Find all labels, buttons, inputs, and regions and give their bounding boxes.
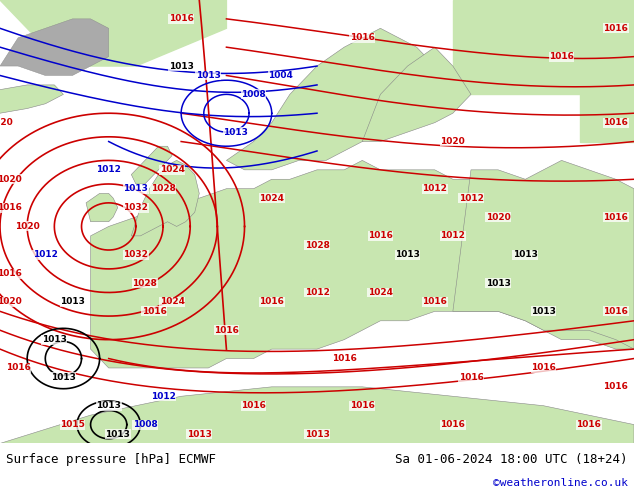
Polygon shape [0, 0, 226, 66]
Text: 1013: 1013 [105, 430, 130, 439]
Text: 1013: 1013 [60, 297, 85, 306]
Text: 1013: 1013 [486, 278, 510, 288]
Text: 1013: 1013 [223, 127, 248, 137]
Polygon shape [86, 194, 118, 222]
Text: 1016: 1016 [604, 307, 628, 316]
Text: 1012: 1012 [151, 392, 176, 401]
Polygon shape [453, 0, 634, 95]
Text: 1020: 1020 [0, 297, 22, 306]
Text: 1013: 1013 [96, 401, 121, 410]
Polygon shape [131, 146, 172, 184]
Polygon shape [0, 19, 108, 75]
Text: 1013: 1013 [51, 373, 76, 382]
Polygon shape [362, 47, 471, 142]
Text: 1016: 1016 [214, 326, 239, 335]
Text: 1028: 1028 [151, 184, 176, 193]
Text: 1016: 1016 [604, 382, 628, 392]
Text: 1016: 1016 [604, 213, 628, 221]
Text: 1012: 1012 [458, 194, 483, 203]
Polygon shape [579, 0, 634, 142]
Text: 1028: 1028 [304, 241, 330, 250]
Text: 1012: 1012 [441, 231, 465, 241]
Text: 1016: 1016 [422, 297, 447, 306]
Text: 1028: 1028 [133, 278, 157, 288]
Text: 1020: 1020 [486, 213, 510, 221]
Text: 1012: 1012 [33, 250, 58, 259]
Text: 1020: 1020 [441, 137, 465, 146]
Text: 1016: 1016 [141, 307, 166, 316]
Text: 1016: 1016 [576, 420, 601, 429]
Text: 1012: 1012 [422, 184, 447, 193]
Text: 1016: 1016 [241, 401, 266, 410]
Text: 1015: 1015 [60, 420, 85, 429]
Text: 1020: 1020 [15, 222, 39, 231]
Text: 1013: 1013 [513, 250, 538, 259]
Text: 1016: 1016 [259, 297, 284, 306]
Text: 1020: 1020 [0, 118, 13, 127]
Text: 1016: 1016 [0, 203, 22, 212]
Text: ©weatheronline.co.uk: ©weatheronline.co.uk [493, 478, 628, 488]
Polygon shape [0, 85, 63, 113]
Text: 1016: 1016 [604, 24, 628, 33]
Text: 1013: 1013 [196, 71, 221, 80]
Text: 1013: 1013 [187, 430, 212, 439]
Polygon shape [131, 160, 199, 236]
Text: 1013: 1013 [304, 430, 330, 439]
Text: 1013: 1013 [124, 184, 148, 193]
Text: 1024: 1024 [259, 194, 284, 203]
Text: 1016: 1016 [549, 52, 574, 61]
Text: 1008: 1008 [241, 90, 266, 99]
Text: 1016: 1016 [6, 364, 30, 372]
Text: 1016: 1016 [0, 269, 22, 278]
Polygon shape [0, 387, 634, 443]
Text: 1013: 1013 [531, 307, 556, 316]
Text: 1013: 1013 [169, 62, 193, 71]
Text: 1024: 1024 [160, 297, 184, 306]
Text: 1004: 1004 [268, 71, 293, 80]
Text: 1016: 1016 [604, 118, 628, 127]
Text: 1024: 1024 [160, 165, 184, 174]
Text: 1024: 1024 [368, 288, 393, 297]
Text: 1013: 1013 [395, 250, 420, 259]
Text: Surface pressure [hPa] ECMWF: Surface pressure [hPa] ECMWF [6, 453, 216, 466]
Text: 1016: 1016 [458, 373, 483, 382]
Polygon shape [453, 160, 634, 349]
Text: 1032: 1032 [124, 203, 148, 212]
Polygon shape [226, 28, 453, 170]
Text: 1016: 1016 [332, 354, 356, 363]
Text: 1012: 1012 [96, 165, 121, 174]
Text: 1013: 1013 [42, 335, 67, 344]
Text: 1016: 1016 [169, 14, 193, 24]
Text: 1016: 1016 [531, 364, 556, 372]
Text: 1032: 1032 [124, 250, 148, 259]
Text: Sa 01-06-2024 18:00 UTC (18+24): Sa 01-06-2024 18:00 UTC (18+24) [395, 453, 628, 466]
Text: 1020: 1020 [0, 175, 22, 184]
Text: 1016: 1016 [441, 420, 465, 429]
Text: 1016: 1016 [368, 231, 393, 241]
Text: 1008: 1008 [133, 420, 157, 429]
Text: 1016: 1016 [350, 33, 375, 42]
Text: 1016: 1016 [350, 401, 375, 410]
Text: 1012: 1012 [304, 288, 330, 297]
Polygon shape [91, 160, 634, 368]
